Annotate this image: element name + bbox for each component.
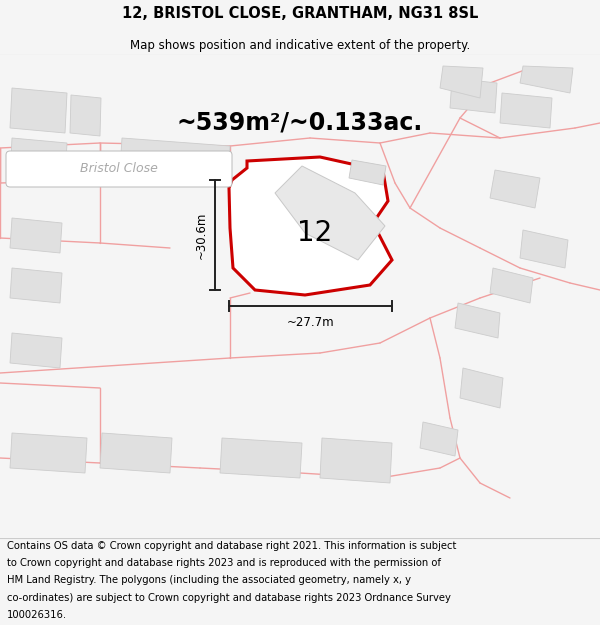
Polygon shape xyxy=(10,433,87,473)
Polygon shape xyxy=(70,95,101,136)
Polygon shape xyxy=(100,433,172,473)
Polygon shape xyxy=(320,438,392,483)
Polygon shape xyxy=(490,268,533,303)
Polygon shape xyxy=(229,157,392,295)
Text: 100026316.: 100026316. xyxy=(7,610,67,620)
Text: HM Land Registry. The polygons (including the associated geometry, namely x, y: HM Land Registry. The polygons (includin… xyxy=(7,576,411,586)
Polygon shape xyxy=(490,170,540,208)
Text: co-ordinates) are subject to Crown copyright and database rights 2023 Ordnance S: co-ordinates) are subject to Crown copyr… xyxy=(7,592,451,602)
Polygon shape xyxy=(450,78,497,113)
Polygon shape xyxy=(120,138,230,176)
Text: ~27.7m: ~27.7m xyxy=(287,316,334,329)
Polygon shape xyxy=(520,66,573,93)
Polygon shape xyxy=(500,93,552,128)
Polygon shape xyxy=(440,66,483,98)
Polygon shape xyxy=(220,438,302,478)
Text: ~539m²/~0.133ac.: ~539m²/~0.133ac. xyxy=(177,111,423,135)
Polygon shape xyxy=(349,160,386,185)
Polygon shape xyxy=(10,268,62,303)
Text: ~30.6m: ~30.6m xyxy=(194,211,208,259)
Polygon shape xyxy=(10,218,62,253)
Text: Bristol Close: Bristol Close xyxy=(80,161,158,174)
Polygon shape xyxy=(455,303,500,338)
Polygon shape xyxy=(275,166,385,260)
Polygon shape xyxy=(10,88,67,133)
Polygon shape xyxy=(460,368,503,408)
Polygon shape xyxy=(520,230,568,268)
Text: Contains OS data © Crown copyright and database right 2021. This information is : Contains OS data © Crown copyright and d… xyxy=(7,541,457,551)
Polygon shape xyxy=(10,138,67,183)
Polygon shape xyxy=(420,422,458,456)
Text: 12: 12 xyxy=(298,219,332,247)
Text: Map shows position and indicative extent of the property.: Map shows position and indicative extent… xyxy=(130,39,470,52)
Text: to Crown copyright and database rights 2023 and is reproduced with the permissio: to Crown copyright and database rights 2… xyxy=(7,558,441,568)
Text: 12, BRISTOL CLOSE, GRANTHAM, NG31 8SL: 12, BRISTOL CLOSE, GRANTHAM, NG31 8SL xyxy=(122,6,478,21)
FancyBboxPatch shape xyxy=(6,151,232,187)
Polygon shape xyxy=(10,333,62,368)
